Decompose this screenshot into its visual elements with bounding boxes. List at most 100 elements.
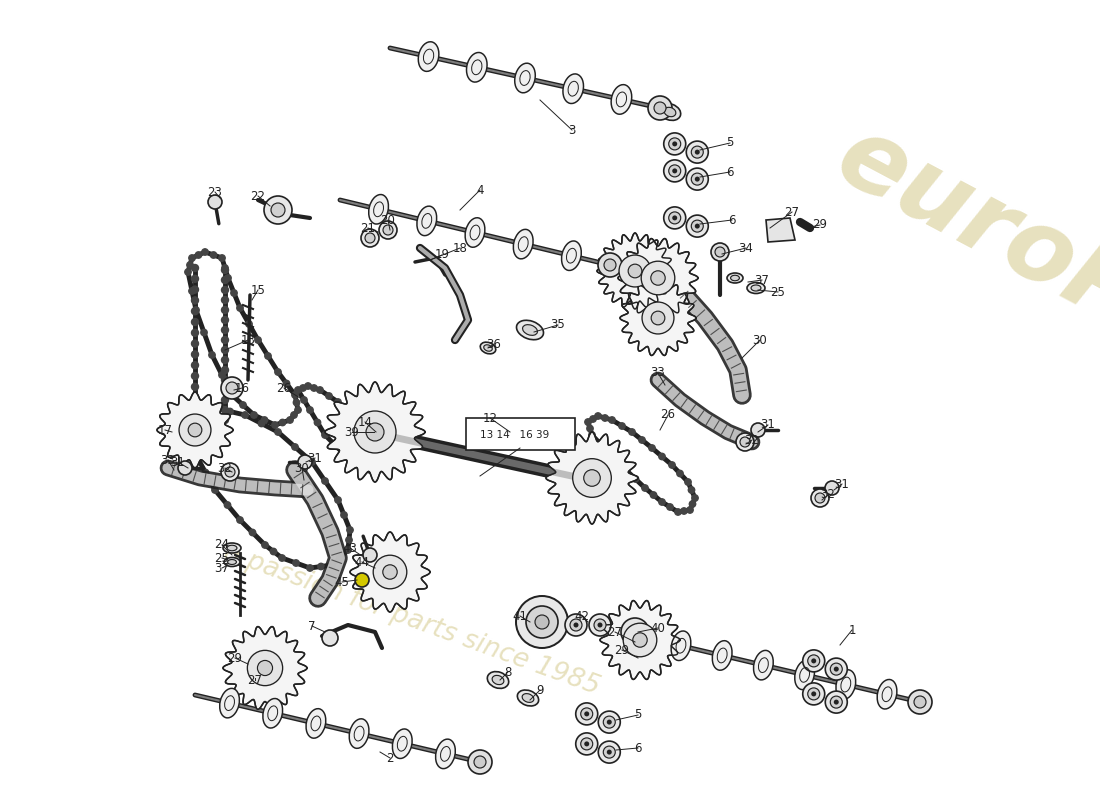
Text: 39: 39	[344, 426, 360, 438]
Circle shape	[607, 750, 612, 754]
Circle shape	[365, 233, 375, 243]
Circle shape	[628, 625, 642, 639]
Circle shape	[573, 622, 579, 627]
Circle shape	[691, 220, 703, 232]
Circle shape	[337, 554, 343, 561]
Circle shape	[258, 420, 265, 426]
Circle shape	[191, 340, 198, 347]
Circle shape	[695, 177, 700, 182]
Circle shape	[192, 412, 199, 418]
Circle shape	[834, 700, 839, 705]
Circle shape	[290, 412, 297, 418]
Circle shape	[641, 261, 674, 295]
Circle shape	[642, 302, 674, 334]
Text: 29: 29	[813, 218, 827, 231]
Circle shape	[374, 464, 381, 470]
Polygon shape	[620, 281, 696, 355]
Text: 16: 16	[234, 382, 250, 394]
Circle shape	[581, 708, 593, 720]
Circle shape	[342, 452, 349, 458]
Text: 40: 40	[650, 622, 666, 634]
Text: 32: 32	[218, 462, 232, 474]
Text: 6: 6	[726, 166, 734, 178]
Circle shape	[663, 160, 685, 182]
Circle shape	[811, 489, 829, 507]
Circle shape	[651, 270, 666, 286]
Circle shape	[293, 560, 299, 566]
Circle shape	[830, 696, 843, 708]
Circle shape	[573, 458, 612, 498]
Circle shape	[598, 711, 620, 733]
Text: 19: 19	[434, 249, 450, 262]
Circle shape	[914, 696, 926, 708]
Circle shape	[212, 486, 218, 493]
Circle shape	[608, 417, 615, 423]
Circle shape	[807, 688, 820, 700]
Circle shape	[584, 470, 601, 486]
Circle shape	[221, 406, 229, 414]
Circle shape	[672, 215, 678, 220]
Circle shape	[715, 247, 725, 257]
Circle shape	[191, 373, 198, 379]
Circle shape	[271, 548, 277, 554]
Text: 33: 33	[650, 366, 666, 379]
Ellipse shape	[713, 641, 732, 670]
Circle shape	[686, 215, 708, 237]
Circle shape	[811, 691, 816, 696]
Text: 31: 31	[835, 478, 849, 490]
Text: 32: 32	[745, 434, 759, 446]
Circle shape	[619, 255, 651, 287]
Text: 27: 27	[607, 626, 623, 638]
Circle shape	[221, 463, 239, 481]
Circle shape	[692, 494, 698, 501]
Circle shape	[516, 596, 568, 648]
Circle shape	[825, 481, 839, 495]
Circle shape	[318, 563, 324, 570]
Ellipse shape	[612, 85, 631, 114]
Circle shape	[650, 492, 657, 498]
Circle shape	[711, 243, 729, 261]
Circle shape	[686, 507, 693, 514]
Circle shape	[221, 366, 229, 374]
Text: 31: 31	[308, 451, 322, 465]
Circle shape	[278, 555, 285, 562]
Circle shape	[621, 618, 649, 646]
Circle shape	[332, 442, 338, 448]
Text: 20: 20	[381, 214, 395, 226]
Circle shape	[361, 229, 379, 247]
Circle shape	[341, 512, 348, 518]
FancyBboxPatch shape	[466, 418, 575, 450]
Polygon shape	[223, 626, 307, 710]
Circle shape	[179, 414, 211, 446]
Circle shape	[209, 352, 216, 358]
Circle shape	[201, 330, 207, 336]
Circle shape	[803, 683, 825, 705]
Ellipse shape	[492, 675, 504, 685]
Text: 30: 30	[752, 334, 768, 346]
Circle shape	[221, 286, 229, 294]
Circle shape	[681, 508, 688, 514]
Circle shape	[363, 548, 377, 562]
Text: 37: 37	[214, 562, 230, 574]
Circle shape	[191, 405, 198, 412]
Circle shape	[628, 264, 641, 278]
Circle shape	[189, 419, 195, 426]
Text: 6: 6	[635, 742, 641, 754]
Ellipse shape	[228, 559, 236, 565]
Circle shape	[598, 741, 620, 763]
Circle shape	[191, 351, 198, 358]
Text: 26: 26	[660, 409, 675, 422]
Ellipse shape	[563, 74, 583, 103]
Ellipse shape	[223, 543, 241, 553]
Text: 1: 1	[848, 623, 856, 637]
Circle shape	[226, 467, 235, 477]
Ellipse shape	[227, 546, 236, 550]
Text: 31: 31	[760, 418, 775, 431]
Circle shape	[191, 416, 198, 422]
Circle shape	[222, 265, 228, 271]
Circle shape	[226, 382, 238, 394]
Polygon shape	[597, 233, 673, 309]
Circle shape	[811, 658, 816, 663]
Text: 2: 2	[386, 751, 394, 765]
Circle shape	[565, 614, 587, 636]
